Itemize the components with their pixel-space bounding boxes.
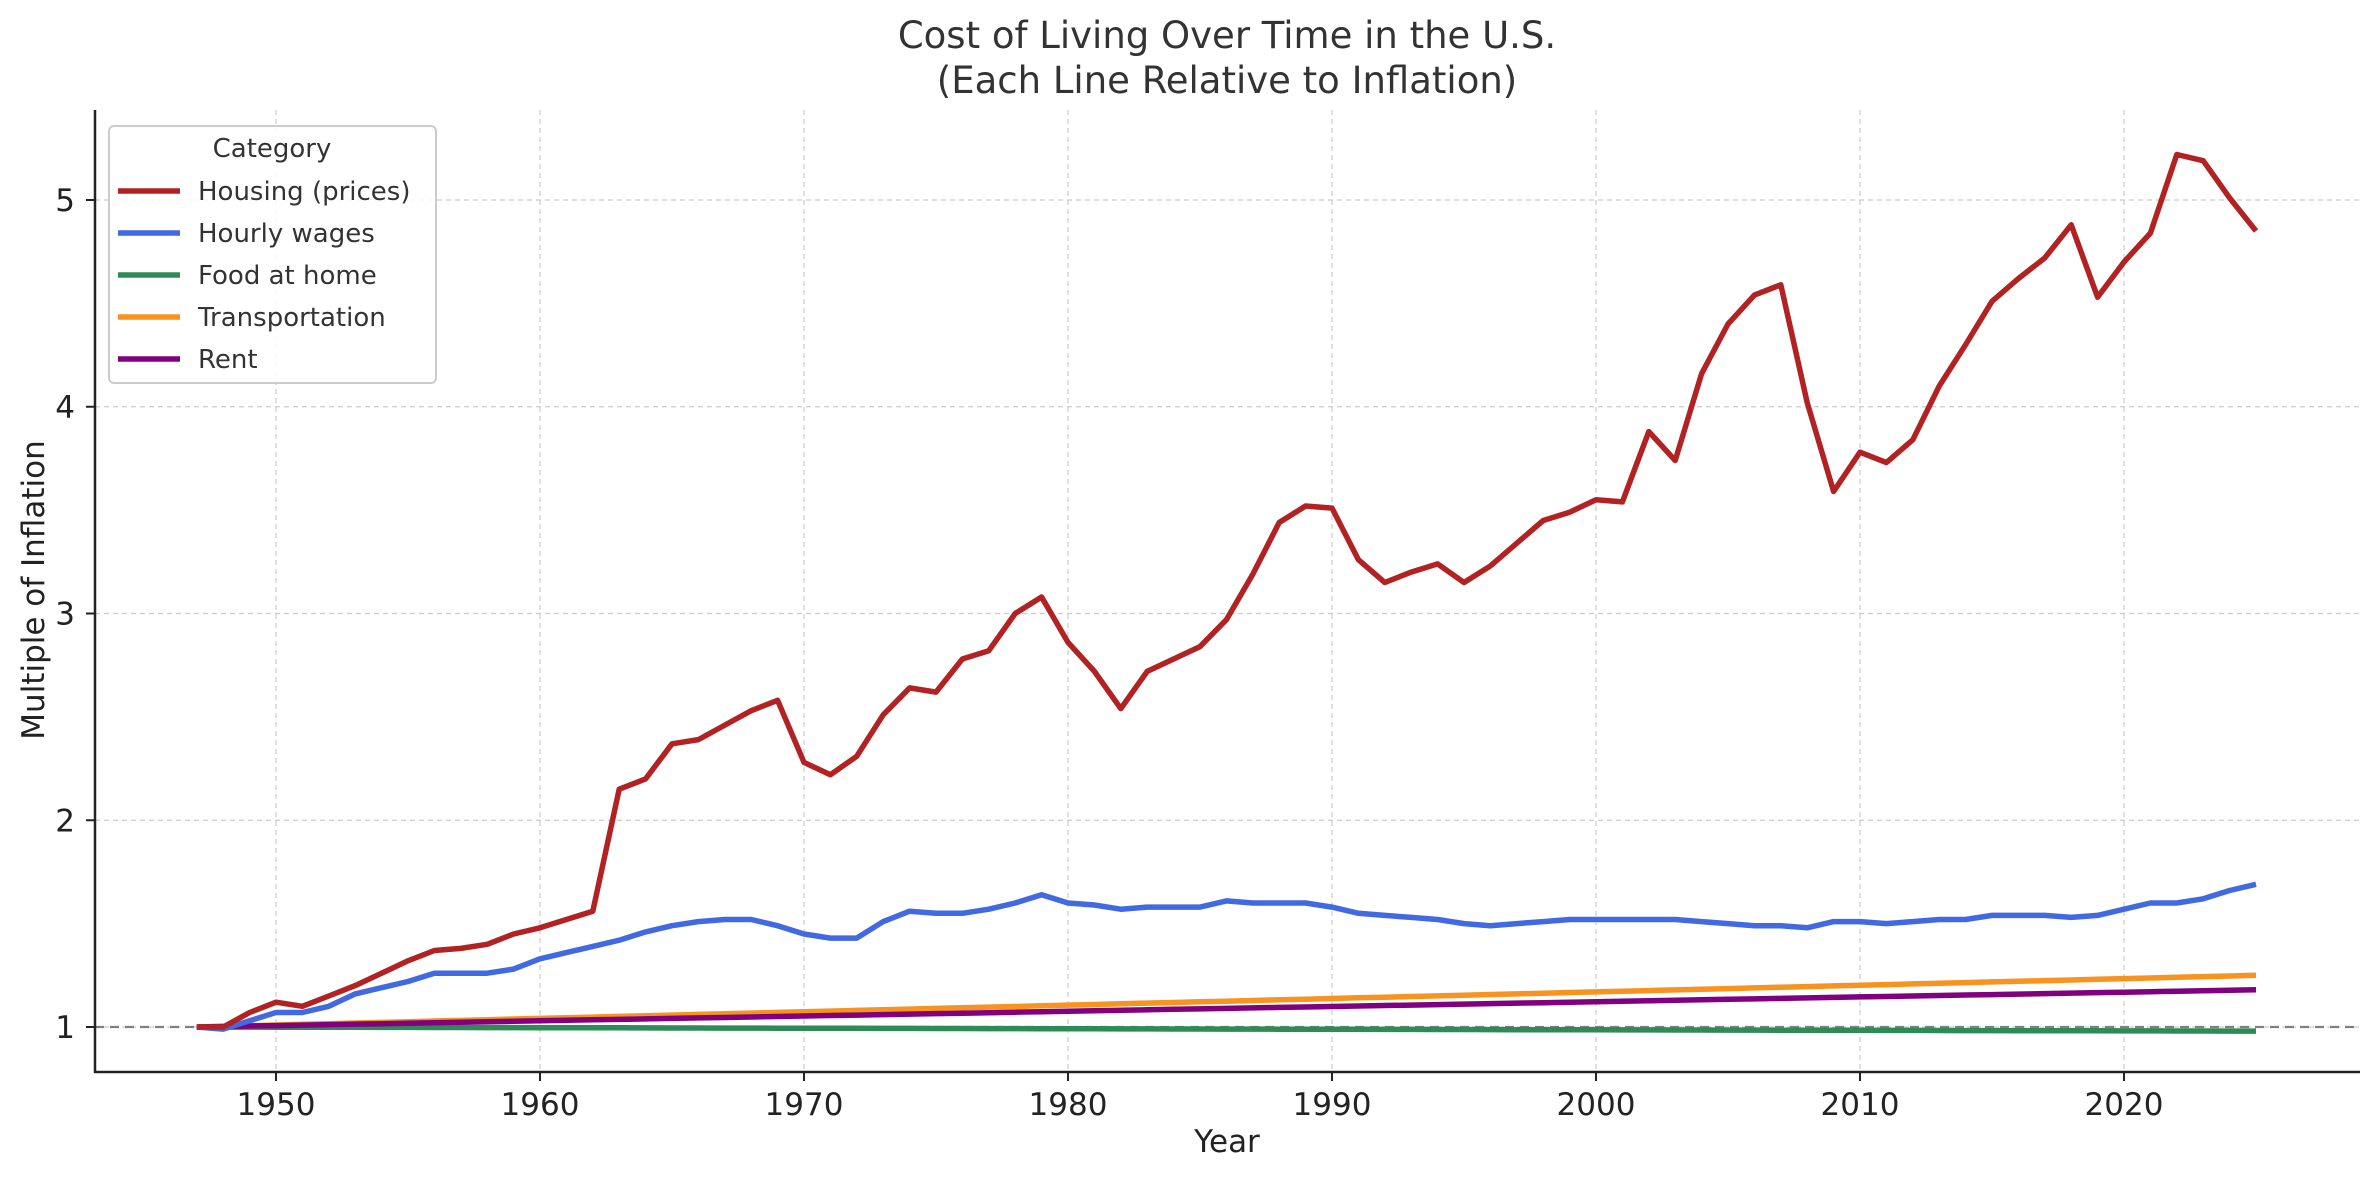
x-tick-label: 2010 (1821, 1087, 1900, 1123)
series-line-rent (196, 987, 2257, 1030)
x-tick-label: 2000 (1557, 1087, 1636, 1123)
chart-subtitle: (Each Line Relative to Inflation) (937, 59, 1517, 102)
legend-label: Transportation (197, 303, 386, 333)
legend-item: Hourly wages (118, 219, 375, 249)
series-line-food-at-home (196, 1024, 2256, 1034)
x-tick-label: 2020 (2085, 1087, 2164, 1123)
x-tick-label: 1970 (765, 1087, 844, 1123)
x-tick-label: 1960 (501, 1087, 580, 1123)
legend-label: Hourly wages (198, 219, 375, 249)
legend-item: Transportation (118, 303, 386, 333)
legend-title: Category (213, 134, 332, 164)
legend: Category Housing (prices) Hourly wages Foo… (108, 125, 437, 384)
legend-item: Food at home (118, 261, 377, 291)
chart-title: Cost of Living Over Time in the U.S. (898, 14, 1556, 57)
y-tick-label: 5 (55, 183, 75, 219)
legend-item: Rent (118, 345, 258, 375)
x-axis-ticks: 1950 1960 1970 1980 1990 2000 2010 2020 (237, 1072, 2164, 1123)
x-tick-label: 1950 (237, 1087, 316, 1123)
y-axis-ticks: 1 2 3 4 5 (55, 183, 95, 1046)
y-tick-label: 1 (55, 1010, 75, 1046)
legend-box (108, 125, 437, 384)
y-tick-label: 3 (55, 597, 75, 633)
series-layer (196, 151, 2259, 1034)
legend-label: Housing (prices) (198, 177, 411, 207)
x-tick-label: 1990 (1293, 1087, 1372, 1123)
series-line-housing-prices (196, 151, 2259, 1030)
legend-label: Rent (198, 345, 258, 375)
y-axis-label: Multiple of Inflation (16, 440, 52, 739)
legend-label: Food at home (198, 261, 377, 291)
legend-item: Housing (prices) (118, 177, 411, 207)
x-tick-label: 1980 (1029, 1087, 1108, 1123)
x-axis-label: Year (1193, 1124, 1260, 1160)
series-line-hourly-wages (196, 881, 2257, 1032)
y-tick-label: 4 (55, 390, 75, 426)
y-tick-label: 2 (55, 803, 75, 839)
